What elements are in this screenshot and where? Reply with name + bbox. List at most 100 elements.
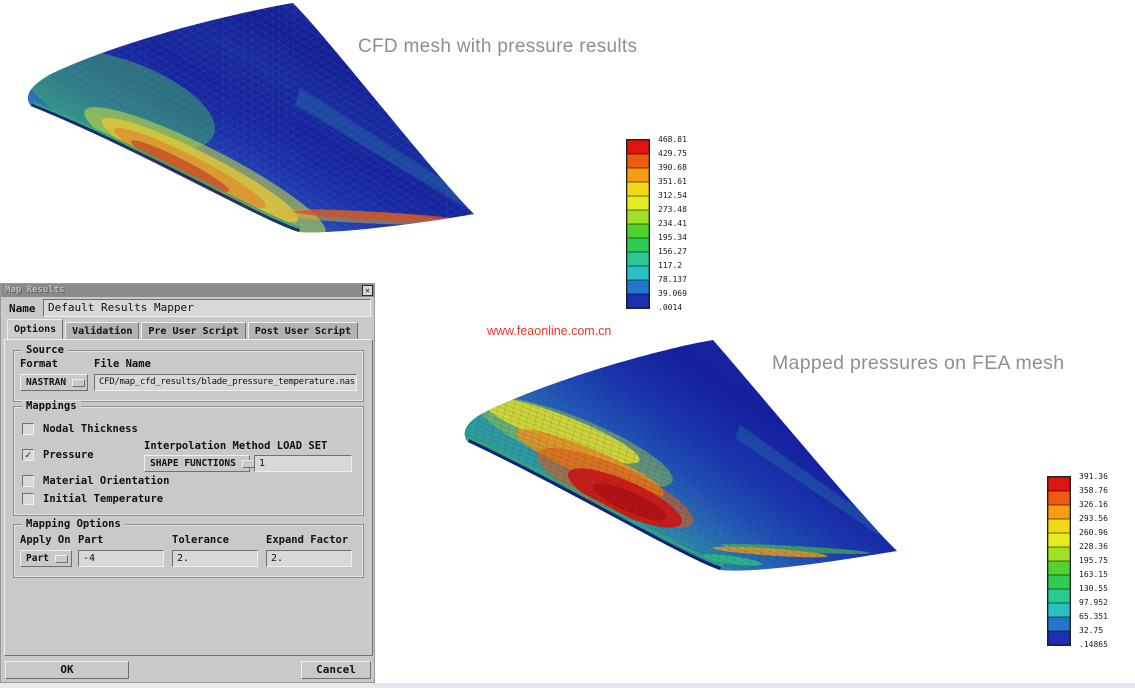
dialog-titlebar[interactable]: Map Results ✕ [1,284,374,297]
legend-value-label: 78.137 [658,275,687,284]
legend-color-cell [1048,491,1070,505]
dialog-tabs: Options Validation Pre User Script Post … [7,319,360,339]
apply-on-label: Apply On [20,534,71,546]
legend-value-label: 273.48 [658,205,687,214]
dropdown-indicator-icon [241,459,255,468]
tab-options[interactable]: Options [7,319,64,339]
format-dropdown-value: NASTRAN [26,377,67,388]
apply-on-dropdown[interactable]: Part [20,550,72,567]
legend-value-label: 156.27 [658,247,687,256]
map-results-dialog: Map Results ✕ Name Default Results Mappe… [0,283,375,683]
legend-value-label: 65.351 [1079,612,1108,621]
checkbox-initial-temperature[interactable]: Initial Temperature [22,493,163,505]
legend-color-cell [627,168,649,182]
checkbox-nodal-thickness[interactable]: Nodal Thickness [22,423,138,435]
legend-value-label: 468.81 [658,135,687,144]
legend-color-cell [627,280,649,294]
legend-color-cell [1048,589,1070,603]
interp-label-text: Interpolation Method [144,440,271,452]
legend-value-label: 32.75 [1079,626,1104,635]
mappings-group: Mappings Nodal Thickness ✓ Pressure Mate… [13,401,364,516]
legend-color-cell [627,294,649,308]
close-icon[interactable]: ✕ [362,285,373,296]
checkbox-material-orientation[interactable]: Material Orientation [22,475,169,487]
legend-value-label: 293.56 [1079,514,1108,523]
checkbox-pressure[interactable]: ✓ Pressure [22,449,94,461]
tolerance-input[interactable]: 2. [172,550,258,567]
checkbox-label: Nodal Thickness [43,423,138,435]
expand-factor-input[interactable]: 2. [266,550,352,567]
part-input[interactable]: -4 [78,550,164,567]
name-input[interactable]: Default Results Mapper [43,299,371,317]
format-dropdown[interactable]: NASTRAN [20,374,88,391]
load-set-label-text: LOAD SET [276,440,328,452]
legend-value-label: 351.61 [658,177,687,186]
legend-color-cell [627,210,649,224]
legend-color-cell [1048,575,1070,589]
legend-value-label: 326.16 [1079,500,1108,509]
legend-cfd: 468.81 429.75 390.68 351.61 312.54 273.4… [626,135,687,315]
legend-color-cell [1048,519,1070,533]
legend-color-cell [1048,617,1070,631]
checkbox-icon[interactable] [22,475,34,487]
cfd-mesh-visualization [27,3,474,233]
interpolation-dropdown-value: SHAPE FUNCTIONS [150,458,236,469]
options-tab-panel: Source Format File Name NASTRAN CFD/map_… [4,339,373,656]
cancel-button[interactable]: Cancel [301,661,371,679]
legend-value-label: 163.15 [1079,570,1108,579]
legend-value-label: 260.96 [1079,528,1108,537]
legend-value-label: 390.68 [658,163,687,172]
legend-color-cell [1048,505,1070,519]
legend-value-label: 429.75 [658,149,687,158]
load-set-input[interactable]: 1 [254,455,352,472]
checkbox-icon[interactable]: ✓ [22,449,34,461]
interpolation-method-label: Interpolation Method LOAD SET [144,440,327,452]
legend-color-cell [627,182,649,196]
legend-value-label: 195.75 [1079,556,1108,565]
mapping-options-group: Mapping Options Apply On Part Tolerance … [13,519,364,578]
tab-validation[interactable]: Validation [65,322,140,339]
legend-fea: 391.36 358.76 326.16 293.56 260.96 228.3… [1047,472,1108,652]
fea-mesh-visualization [464,340,898,571]
legend-color-cell [627,252,649,266]
legend-color-cell [627,140,649,154]
legend-value-label: .0014 [658,303,683,312]
mappings-group-title: Mappings [22,401,81,412]
tab-post-user-script[interactable]: Post User Script [247,322,359,339]
legend-value-label: 130.55 [1079,584,1108,593]
legend-value-label: 358.76 [1079,486,1108,495]
bottom-window-edge [0,683,1135,688]
interpolation-method-dropdown[interactable]: SHAPE FUNCTIONS [144,455,255,472]
checkbox-icon[interactable] [22,423,34,435]
legend-value-label: 228.36 [1079,542,1108,551]
colorbar [626,139,650,309]
legend-value-label: 117.2 [658,261,683,270]
expand-factor-label: Expand Factor [266,534,349,546]
legend-value-label: 39.069 [658,289,687,298]
checkbox-icon[interactable] [22,493,34,505]
dropdown-indicator-icon [72,378,86,387]
mapping-options-group-title: Mapping Options [22,519,125,530]
name-label: Name [9,302,36,315]
dialog-title: Map Results [5,285,65,295]
legend-value-label: 195.34 [658,233,687,242]
legend-value-label: 312.54 [658,191,687,200]
tolerance-label: Tolerance [172,534,229,546]
legend-color-cell [1048,631,1070,645]
checkbox-label: Pressure [43,449,94,461]
legend-color-cell [1048,561,1070,575]
legend-color-cell [1048,533,1070,547]
cfd-title: CFD mesh with pressure results [358,36,638,57]
legend-value-label: 391.36 [1079,472,1108,481]
file-name-label: File Name [94,358,151,370]
watermark-link: www.feaonline.com.cn [487,324,612,338]
legend-value-label: 234.41 [658,219,687,228]
apply-on-dropdown-value: Part [26,553,49,564]
file-name-input[interactable]: CFD/map_cfd_results/blade_pressure_tempe… [94,374,357,391]
ok-button[interactable]: OK [5,661,129,679]
checkbox-label: Initial Temperature [43,493,164,505]
legend-color-cell [627,266,649,280]
legend-color-cell [627,238,649,252]
tab-pre-user-script[interactable]: Pre User Script [141,322,246,339]
